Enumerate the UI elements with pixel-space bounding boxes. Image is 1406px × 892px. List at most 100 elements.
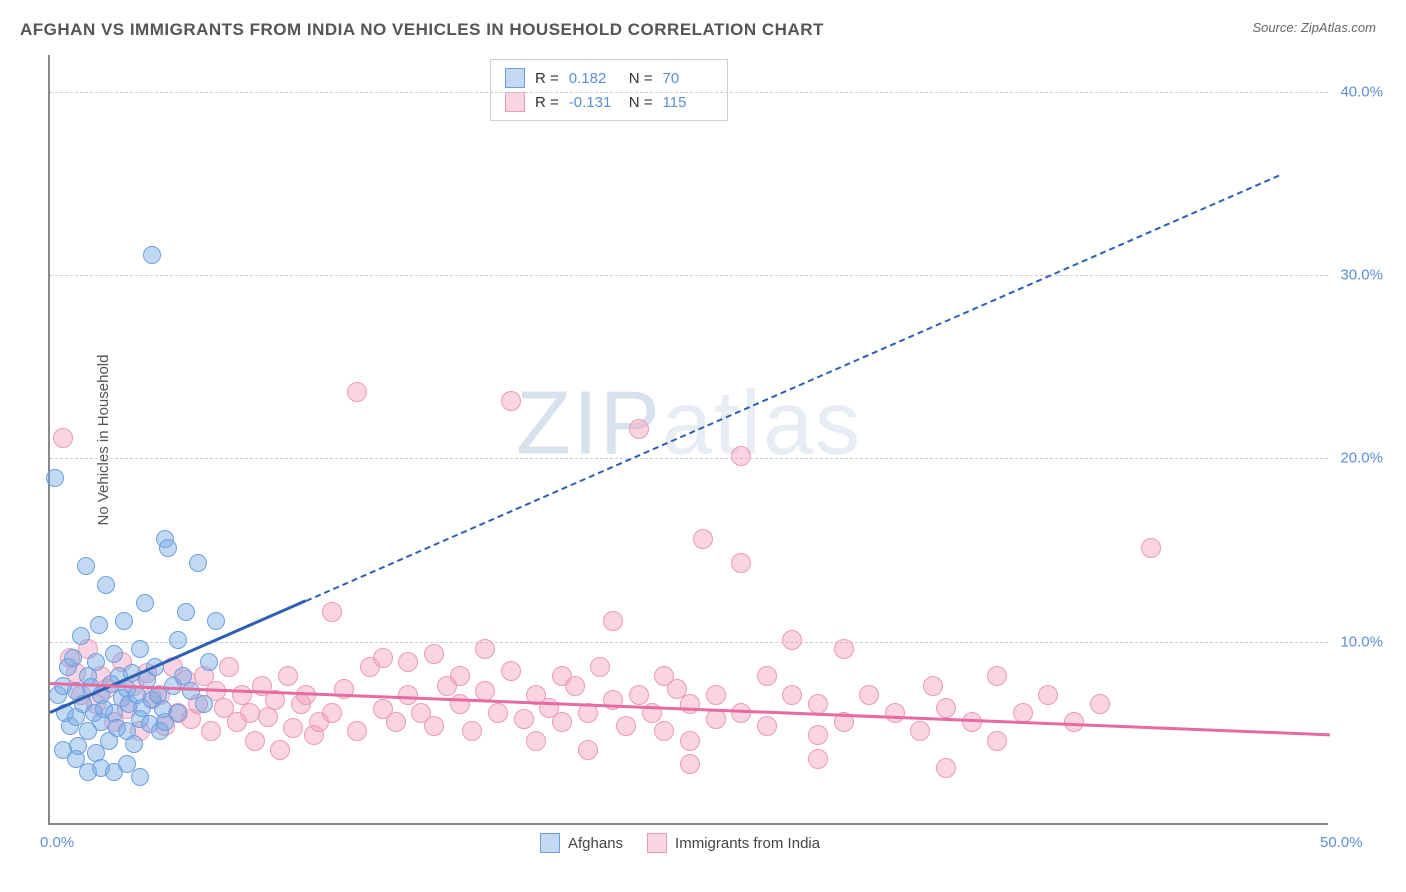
afghan-point: [87, 653, 105, 671]
india-point: [347, 382, 367, 402]
y-tick-label: 20.0%: [1333, 450, 1383, 467]
chart-container: No Vehicles in Household ZIPatlas R = 0.…: [48, 55, 1368, 825]
n-value: 115: [663, 94, 713, 111]
afghan-point: [195, 695, 213, 713]
india-point: [629, 419, 649, 439]
india-point: [475, 681, 495, 701]
india-point: [923, 676, 943, 696]
india-point: [322, 602, 342, 622]
india-point: [731, 446, 751, 466]
source-attribution: Source: ZipAtlas.com: [1252, 20, 1376, 35]
correlation-row-afghans: R = 0.182 N = 70: [505, 66, 713, 90]
y-tick-label: 40.0%: [1333, 83, 1383, 100]
india-point: [219, 657, 239, 677]
afghan-point: [72, 627, 90, 645]
afghan-point: [90, 616, 108, 634]
india-point: [450, 666, 470, 686]
india-point: [885, 703, 905, 723]
y-tick-label: 10.0%: [1333, 633, 1383, 650]
india-point: [1038, 685, 1058, 705]
india-point: [910, 721, 930, 741]
india-point: [629, 685, 649, 705]
india-point: [654, 721, 674, 741]
india-point: [53, 428, 73, 448]
india-point: [603, 611, 623, 631]
india-point: [757, 666, 777, 686]
india-point: [1090, 694, 1110, 714]
india-point: [808, 749, 828, 769]
india-point: [488, 703, 508, 723]
india-point: [782, 685, 802, 705]
india-point: [475, 639, 495, 659]
india-point: [514, 709, 534, 729]
afghan-point: [169, 631, 187, 649]
swatch-icon: [505, 92, 525, 112]
india-point: [347, 721, 367, 741]
r-value: 0.182: [569, 70, 619, 87]
afghan-point: [136, 594, 154, 612]
afghan-point: [207, 612, 225, 630]
swatch-icon: [540, 833, 560, 853]
india-point: [680, 754, 700, 774]
india-point: [398, 652, 418, 672]
india-point: [757, 716, 777, 736]
afghan-point: [131, 768, 149, 786]
gridline: [50, 458, 1328, 459]
india-point: [808, 694, 828, 714]
india-point: [565, 676, 585, 696]
afghan-point: [189, 554, 207, 572]
india-point: [590, 657, 610, 677]
india-point: [706, 685, 726, 705]
india-point: [283, 718, 303, 738]
afghan-point: [159, 539, 177, 557]
watermark: ZIPatlas: [516, 372, 862, 475]
india-point: [424, 716, 444, 736]
india-point: [526, 731, 546, 751]
x-tick-label: 50.0%: [1320, 834, 1363, 851]
legend-label: Immigrants from India: [675, 835, 820, 852]
n-value: 70: [663, 70, 713, 87]
gridline: [50, 275, 1328, 276]
india-point: [987, 731, 1007, 751]
afghan-point: [177, 603, 195, 621]
series-legend: Afghans Immigrants from India: [540, 833, 820, 853]
india-point: [201, 721, 221, 741]
y-tick-label: 30.0%: [1333, 267, 1383, 284]
india-point: [501, 391, 521, 411]
india-point: [936, 698, 956, 718]
india-point: [731, 553, 751, 573]
afghan-point: [125, 735, 143, 753]
india-point: [936, 758, 956, 778]
afghan-point: [143, 246, 161, 264]
india-point: [232, 685, 252, 705]
india-point: [680, 731, 700, 751]
legend-item-afghans: Afghans: [540, 833, 623, 853]
chart-title: AFGHAN VS IMMIGRANTS FROM INDIA NO VEHIC…: [20, 20, 824, 40]
afghan-point: [105, 645, 123, 663]
afghan-point: [46, 469, 64, 487]
india-point: [245, 731, 265, 751]
india-point: [834, 639, 854, 659]
india-point: [616, 716, 636, 736]
india-point: [808, 725, 828, 745]
india-point: [450, 694, 470, 714]
india-point: [398, 685, 418, 705]
india-point: [552, 712, 572, 732]
india-point: [240, 703, 260, 723]
india-point: [322, 703, 342, 723]
india-point: [386, 712, 406, 732]
india-point: [782, 630, 802, 650]
afghan-point: [97, 576, 115, 594]
r-value: -0.131: [569, 94, 619, 111]
india-point: [578, 740, 598, 760]
india-point: [501, 661, 521, 681]
india-point: [1141, 538, 1161, 558]
afghan-point: [79, 763, 97, 781]
legend-label: Afghans: [568, 835, 623, 852]
gridline: [50, 92, 1328, 93]
india-point: [462, 721, 482, 741]
x-tick-label: 0.0%: [40, 834, 74, 851]
trend-line: [306, 174, 1280, 601]
india-point: [424, 644, 444, 664]
swatch-icon: [505, 68, 525, 88]
